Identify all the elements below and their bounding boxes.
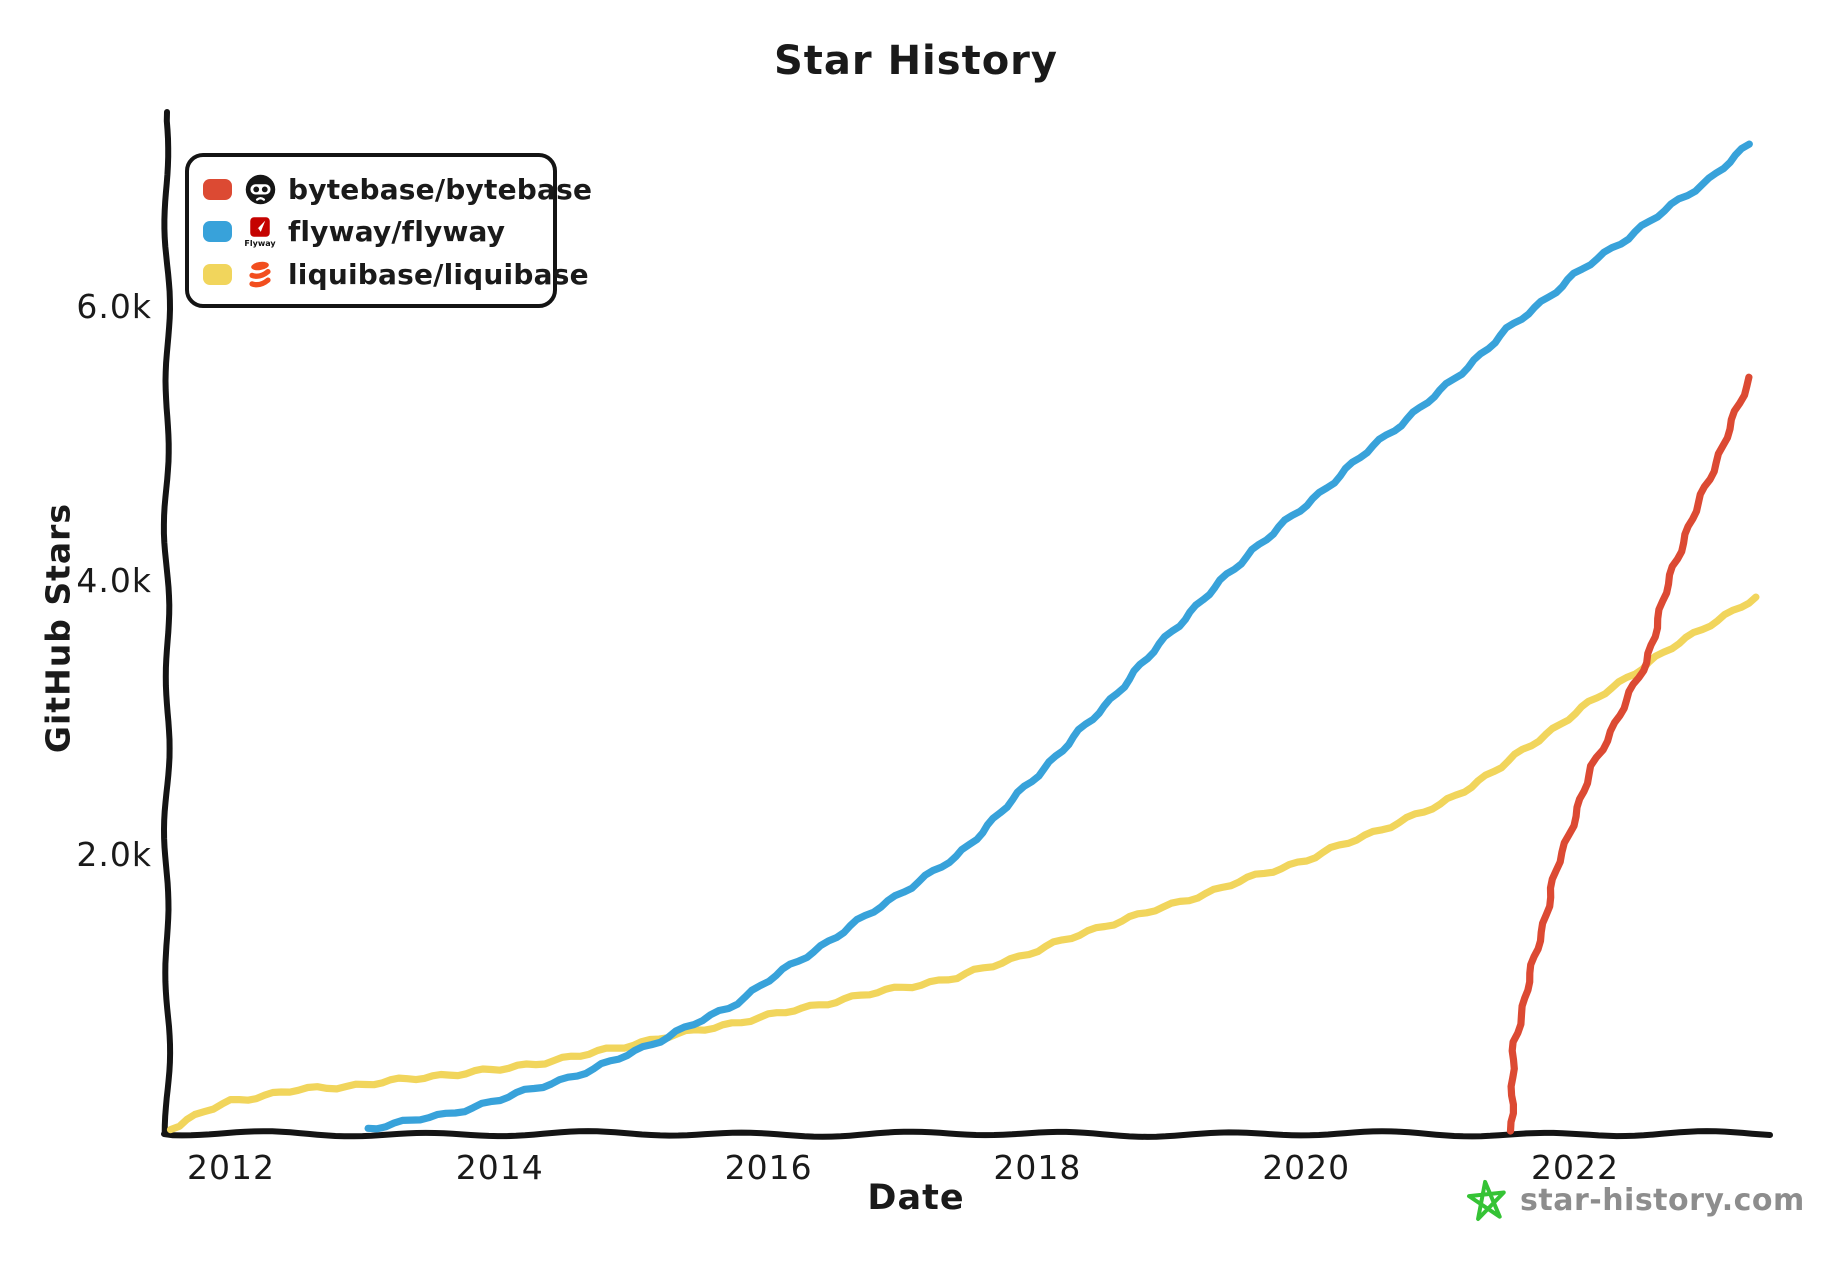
y-axis-title: GitHub Stars	[38, 502, 78, 754]
legend-row-liquibase: liquibase/liquibase	[203, 254, 589, 294]
series-line-flyway	[364, 140, 1753, 1133]
legend-box: bytebase/bytebase Flyway flyway/flyway	[185, 153, 592, 308]
x-tick-label-2014: 2014	[455, 1148, 544, 1187]
legend-label-bytebase: bytebase/bytebase	[288, 172, 593, 206]
x-tick-label-2020: 2020	[1262, 1148, 1351, 1187]
y-tick-label-6.0k: 6.0k	[76, 287, 152, 326]
flyway-logo-word: Flyway	[244, 239, 276, 248]
watermark-text: star-history.com	[1520, 1182, 1805, 1218]
liquibase-logo-icon	[243, 254, 277, 294]
bytebase-logo-icon	[243, 169, 277, 209]
series-line-liquibase	[166, 593, 1760, 1134]
chart-title: Star History	[774, 38, 1058, 84]
x-axis-line	[161, 1128, 1773, 1140]
legend-row-flyway: Flyway flyway/flyway	[203, 212, 539, 252]
series-line-bytebase	[1506, 373, 1753, 1135]
y-axis-line	[160, 109, 174, 1137]
y-tick-label-2.0k: 2.0k	[76, 835, 152, 874]
y-tick-label-4.0k: 4.0k	[76, 561, 152, 600]
x-tick-label-2018: 2018	[993, 1148, 1082, 1187]
legend-label-liquibase: liquibase/liquibase	[288, 257, 589, 291]
watermark: star-history.com	[1466, 1178, 1805, 1222]
x-axis-title: Date	[867, 1178, 965, 1218]
bytebase-color-swatch	[203, 178, 232, 200]
x-tick-label-2022: 2022	[1531, 1148, 1619, 1187]
legend-label-flyway: flyway/flyway	[288, 215, 506, 248]
liquibase-color-swatch	[203, 263, 232, 285]
star-icon	[1467, 1179, 1506, 1221]
flyway-color-swatch	[203, 221, 232, 242]
legend-row-bytebase: bytebase/bytebase	[203, 169, 592, 209]
flyway-logo-icon: Flyway	[243, 212, 277, 252]
x-tick-label-2012: 2012	[187, 1148, 275, 1187]
x-tick-label-2016: 2016	[724, 1148, 813, 1187]
